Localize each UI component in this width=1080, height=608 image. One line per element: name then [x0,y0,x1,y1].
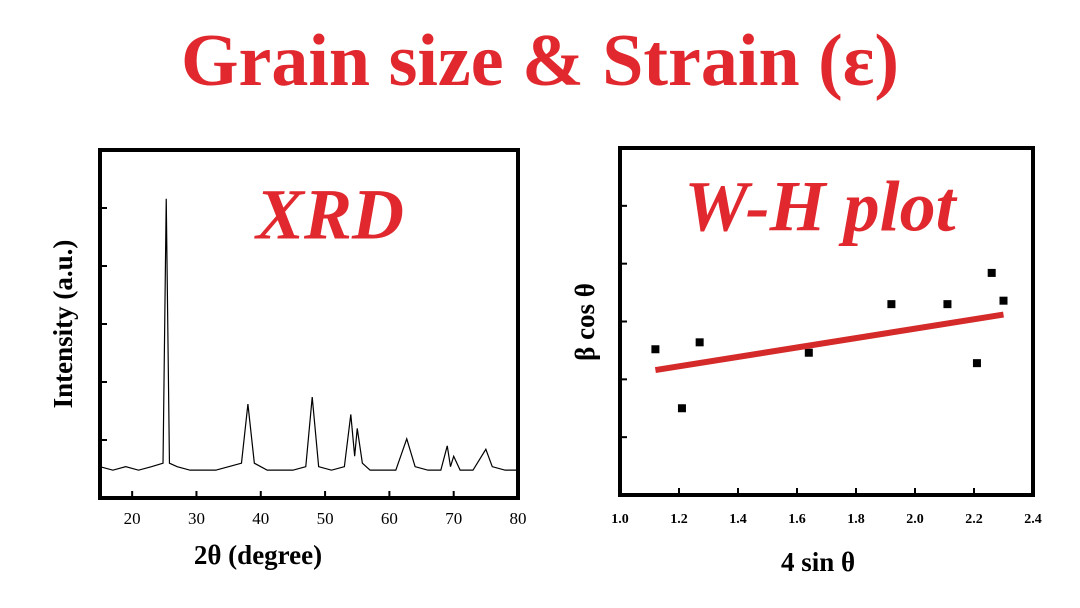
page-title: Grain size & Strain (ε) [181,20,899,102]
x-tick-label: 2.4 [1024,512,1042,527]
x-tick-label: 50 [317,509,334,528]
x-tick-label: 20 [124,509,141,528]
y-axis-label: β cos θ [570,283,600,361]
xrd-line [99,198,518,471]
point [695,338,704,347]
x-tick-label: 2.0 [906,512,924,527]
fit-line [654,311,1004,374]
point [987,268,996,277]
point [804,348,813,357]
annotation: W-H plot [684,167,957,247]
point [999,296,1008,305]
x-tick-label: 1.4 [729,512,747,527]
point [677,404,686,413]
x-tick-label: 30 [188,509,205,528]
point [943,300,952,309]
x-tick-label: 2.2 [965,512,983,527]
x-tick-label: 1.6 [788,512,806,527]
x-tick-label: 1.8 [847,512,865,527]
x-tick-label: 1.0 [611,512,629,527]
x-axis-label: 2θ (degree) [194,540,322,570]
x-tick-label: 1.2 [670,512,688,527]
y-axis-label: Intensity (a.u.) [48,240,78,409]
x-tick-label: 60 [381,509,398,528]
point [972,359,981,368]
point [651,345,660,354]
x-tick-label: 80 [510,509,527,528]
x-tick-label: 70 [445,509,462,528]
x-axis-label: 4 sin θ [781,547,855,577]
point [887,300,896,309]
x-tick-label: 40 [252,509,269,528]
annotation: XRD [254,175,404,255]
